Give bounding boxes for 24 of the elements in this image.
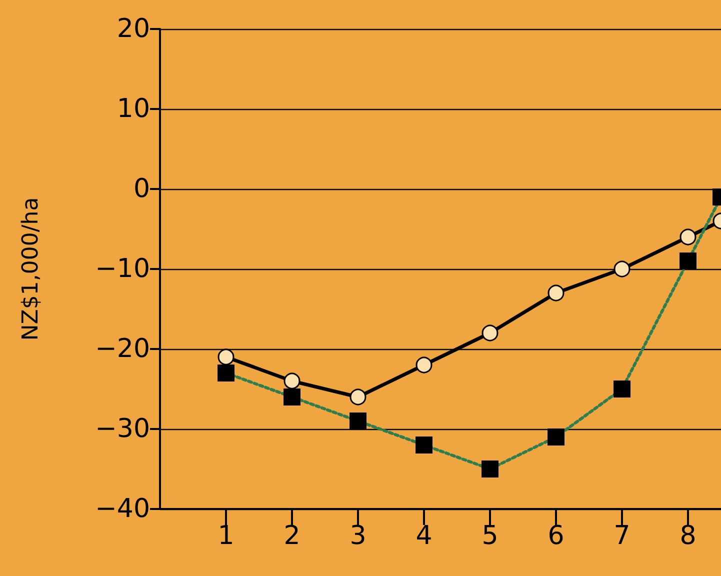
y-tick-label: −20 — [95, 334, 150, 364]
x-tick-label: 2 — [284, 521, 300, 551]
point — [548, 284, 564, 302]
x-tick-label: 4 — [416, 521, 432, 551]
x-tick-label: 1 — [218, 521, 234, 551]
x-tick-label: 7 — [614, 521, 630, 551]
x-tick-label: 3 — [350, 521, 366, 551]
point — [416, 356, 432, 374]
point — [680, 228, 696, 246]
y-tick-label: −40 — [95, 494, 150, 524]
y-tick-label: 0 — [133, 174, 150, 204]
x-tick-label: 6 — [548, 521, 564, 551]
y-tick-label: −10 — [95, 254, 150, 284]
point — [218, 348, 234, 366]
x-tick-label: 8 — [680, 521, 696, 551]
point — [350, 388, 366, 406]
y-axis-title: NZ$1,000/ha — [18, 197, 44, 341]
y-tick-label: 20 — [116, 14, 150, 44]
y-tick-label: −30 — [95, 414, 150, 444]
point — [614, 260, 630, 278]
x-tick-label: 5 — [482, 521, 498, 551]
y-tick-label: 10 — [116, 94, 150, 124]
point — [284, 372, 300, 390]
point — [482, 324, 498, 342]
